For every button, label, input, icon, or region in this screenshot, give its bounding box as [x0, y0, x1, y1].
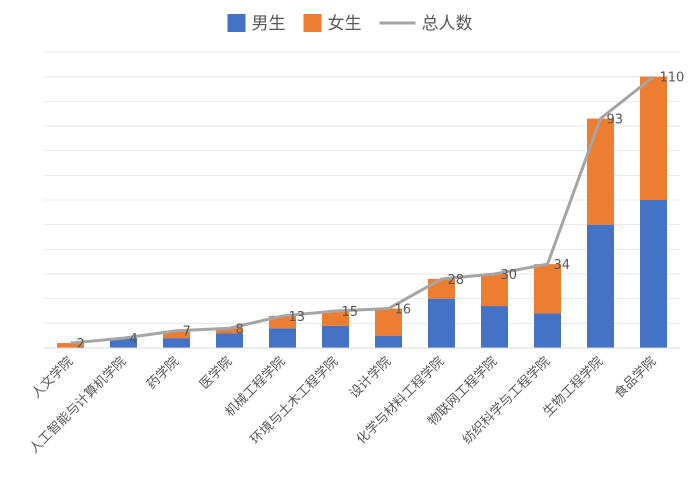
bar-male: [534, 313, 561, 348]
bar-female: [163, 330, 190, 339]
data-label: 30: [501, 268, 518, 283]
x-tick-label: 人文学院: [28, 354, 76, 402]
line-total: [70, 75, 655, 345]
data-label: 8: [236, 322, 244, 337]
bar-female: [57, 343, 84, 348]
bar-female: [587, 118, 614, 225]
x-tick-label: 药学院: [143, 354, 182, 393]
legend-label: 总人数: [422, 14, 473, 34]
data-label: 28: [448, 273, 465, 288]
bar-male: [375, 335, 402, 348]
data-label: 4: [130, 332, 138, 347]
x-tick-label: 医学院: [196, 354, 235, 393]
bars: [57, 76, 667, 348]
data-label: 13: [289, 310, 306, 325]
x-tick-label: 环境与土木工程学院: [247, 354, 341, 448]
bar-female: [375, 308, 402, 336]
data-label: 93: [607, 113, 624, 128]
bar-female: [534, 264, 561, 314]
data-label: 16: [395, 303, 412, 318]
bar-male: [587, 224, 614, 348]
bar-female: [322, 311, 349, 326]
legend: 男生 女生 总人数: [227, 14, 473, 34]
x-tick-label: 食品学院: [611, 354, 659, 402]
data-label: 110: [660, 71, 685, 86]
x-tick-label: 人工智能与计算机学院: [26, 354, 129, 457]
x-tick-label: 化学与材料工程学院: [353, 354, 447, 448]
total-line: [70, 75, 655, 345]
data-label: 34: [554, 258, 571, 273]
data-label: 2: [77, 337, 85, 352]
bar-male: [163, 338, 190, 348]
gridlines: [44, 51, 680, 324]
data-label: 15: [342, 305, 359, 320]
bar-female: [481, 274, 508, 307]
legend-swatch: [227, 14, 246, 32]
bar-male: [640, 200, 667, 348]
bar-female: [216, 328, 243, 334]
legend-label: 女生: [328, 14, 362, 34]
data-labels: 2 4 7 8 13 15 16 28 30 34 93 110: [77, 71, 685, 352]
bar-male: [481, 306, 508, 348]
legend-swatch: [303, 14, 322, 32]
bar-female: [640, 76, 667, 200]
x-tick-label: 设计学院: [346, 354, 394, 402]
legend-label: 男生: [252, 14, 286, 34]
x-tick-label: 纺织科学与工程学院: [459, 354, 553, 448]
bar-male: [322, 325, 349, 348]
bar-male: [269, 328, 296, 348]
bar-male: [110, 338, 137, 348]
bar-male: [428, 298, 455, 348]
bar-male: [216, 333, 243, 348]
data-label: 7: [183, 325, 191, 340]
